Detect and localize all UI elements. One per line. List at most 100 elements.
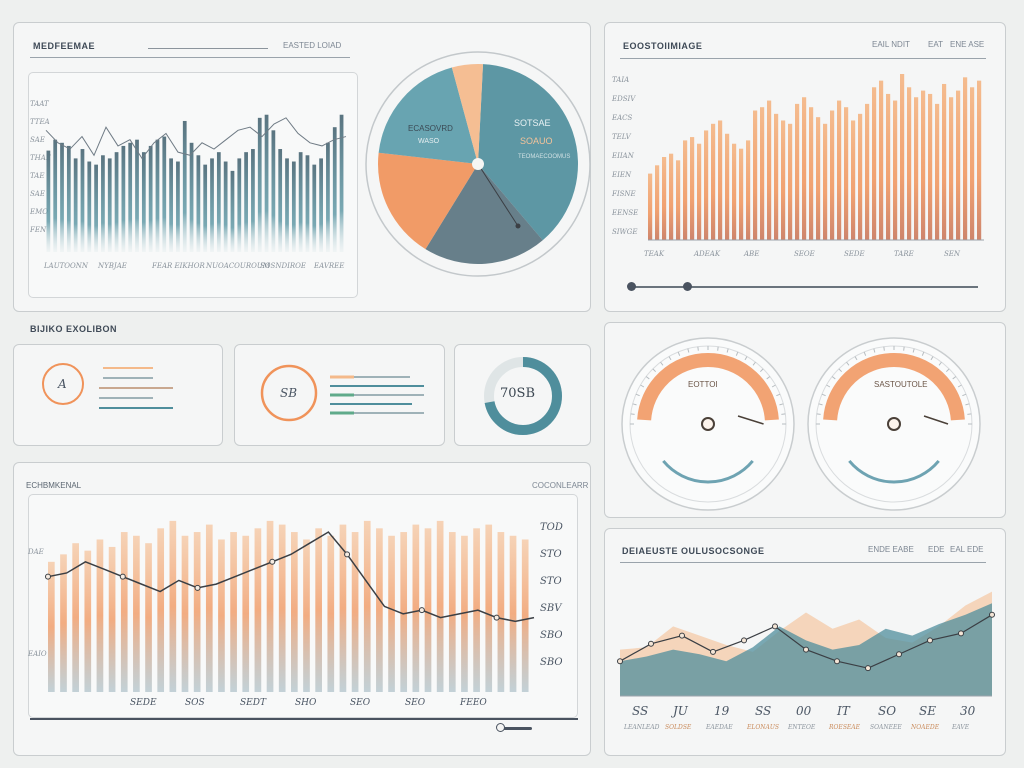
bar [956, 90, 961, 240]
gauge-tick [846, 361, 850, 366]
bar [412, 524, 420, 692]
gauge-lower-arc [848, 460, 940, 484]
gauge-tick [930, 356, 934, 361]
scroll-handle[interactable] [498, 727, 532, 730]
gauge-tick [752, 361, 756, 366]
panel-meta-3: ENE ASE [950, 40, 985, 49]
axis-label: SEDT [240, 698, 266, 708]
timeline-handle-2[interactable] [683, 282, 692, 291]
scroll-handle-knob[interactable] [496, 723, 505, 732]
bar [830, 110, 835, 240]
donut-chart [484, 357, 562, 435]
bar [363, 520, 371, 692]
bar [303, 539, 310, 692]
axis-label: FEAR EIKHOR [152, 262, 205, 270]
gauge-2-label: SASTOUTOLE [874, 380, 928, 389]
bar [725, 133, 730, 240]
bar [84, 550, 92, 692]
bar [485, 524, 493, 692]
bar [949, 97, 954, 241]
bar [844, 107, 849, 240]
bar [101, 155, 105, 252]
metric-value: SS [632, 704, 649, 718]
gauge-tick [677, 351, 681, 356]
bar [388, 535, 395, 692]
metric-caption: ROESEAE [829, 724, 861, 731]
kpi-card-1[interactable] [13, 344, 223, 446]
gauge-tick [912, 348, 915, 353]
timeline-bar[interactable] [628, 286, 978, 288]
gauge-1-label: EOTTOI [688, 380, 718, 389]
gauge-tick [697, 346, 699, 351]
metric-caption: EAVE [952, 724, 970, 731]
metric-caption: SOLDSE [665, 724, 692, 731]
gauge-tick [967, 413, 972, 415]
pie-label-right: SOTSAE [514, 118, 551, 128]
axis-label: STO [540, 576, 562, 587]
bar [266, 520, 274, 692]
gauge-tick [838, 368, 843, 373]
bar [319, 158, 323, 252]
metric-caption: NOAEDE [911, 724, 940, 731]
gauge-tick [854, 356, 858, 361]
bar [809, 107, 814, 240]
axis-label: TTEA [30, 118, 50, 126]
axis-label: SBO [540, 630, 563, 641]
metric-value: 19 [714, 704, 730, 718]
gauge-tick [826, 384, 831, 388]
gauges [621, 337, 981, 511]
axis-label: FEEO [460, 698, 487, 708]
axis-label: EIIAN [612, 152, 634, 160]
pie-pointer-dot [515, 223, 521, 229]
bar [718, 120, 723, 240]
bar [242, 535, 250, 692]
bar [376, 528, 383, 692]
bar [182, 120, 187, 253]
title-slider-track[interactable] [148, 48, 268, 49]
kpi-card-1-value: A [58, 377, 67, 391]
bar [662, 157, 667, 240]
bar [205, 524, 213, 692]
bar [128, 142, 133, 252]
bar [711, 123, 716, 240]
data-point [989, 611, 995, 618]
scroll-track[interactable] [30, 718, 578, 720]
pie-slice [425, 164, 543, 264]
pie-pointer [477, 163, 519, 227]
bar [133, 535, 140, 692]
axis-label: FEN [30, 226, 47, 234]
gauge-tick [831, 376, 836, 380]
gauge-tick [781, 413, 786, 415]
axis-label: EIEN [612, 171, 632, 179]
bar [210, 158, 214, 252]
bar [216, 152, 221, 252]
axis-label: EACS [612, 114, 633, 122]
bar [60, 554, 67, 692]
bar [305, 155, 310, 252]
bar [669, 153, 674, 240]
top-left-bar-chart [45, 114, 347, 253]
bar [53, 139, 58, 252]
bar [977, 80, 982, 240]
bar [169, 520, 177, 692]
gauge-tick [640, 384, 645, 388]
data-point [617, 658, 623, 665]
bar [746, 140, 751, 240]
kpi-card-3-value: 70SB [500, 386, 536, 401]
bar [781, 120, 786, 240]
timeline-handle-1[interactable] [627, 282, 636, 291]
bar [107, 158, 112, 252]
bar [339, 114, 344, 252]
data-point [834, 658, 840, 665]
bar [291, 532, 298, 692]
axis-label: TOD [540, 522, 563, 533]
bar [332, 127, 337, 252]
axis-label: SBO [540, 657, 563, 668]
bar [66, 145, 71, 252]
axis-label: SEOE [794, 250, 815, 258]
pie-label-right-sub2: TEOMAECOOMUS [518, 154, 571, 160]
bar [739, 148, 744, 240]
panel-meta: COCONLEARR [532, 481, 589, 490]
bar [230, 170, 235, 252]
series-line [47, 531, 535, 623]
